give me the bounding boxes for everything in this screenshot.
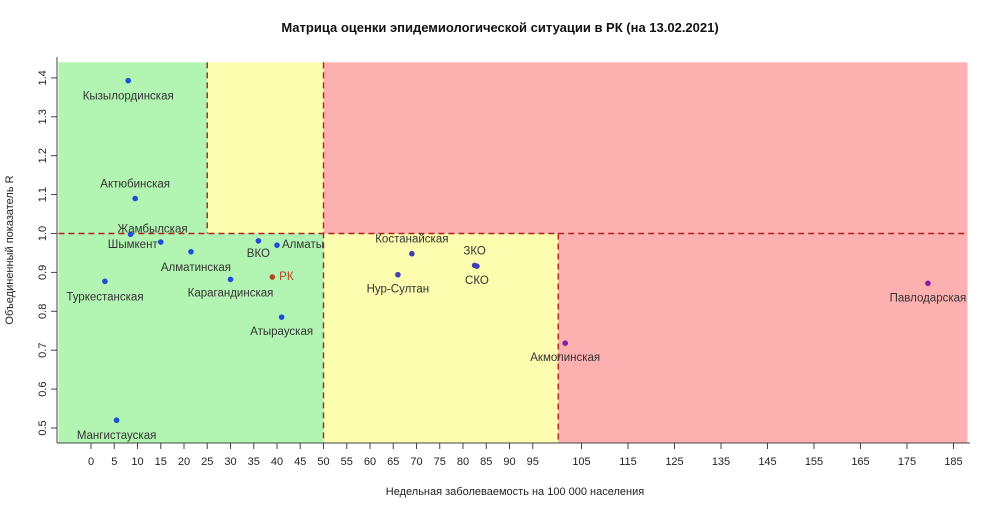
y-axis-label-text: Объединенный показатель R (4, 175, 16, 325)
y-tick-label: 0.6 (37, 381, 49, 396)
y-tick-label: 0.9 (37, 265, 49, 280)
point-marker (562, 340, 569, 346)
points-layer (102, 77, 931, 424)
y-tick-label: 1.3 (37, 109, 49, 124)
axes-layer: 0 5 10 15 20 25 30 35 40 45 50 55 60 65 70 75 80 85 90 95 10… (37, 57, 970, 468)
point-marker (395, 271, 401, 278)
zone-2 (207, 62, 324, 234)
threshold-layer (58, 62, 968, 443)
y-tick-label: 1.1 (37, 187, 49, 202)
point-label: Алматы (282, 239, 324, 251)
point-label: Актюбинская (100, 178, 170, 190)
x-tick-label: 95 (527, 456, 539, 468)
zone-0 (58, 233, 324, 443)
point-label: Шымкент (108, 239, 159, 251)
x-tick-label: 145 (758, 456, 776, 468)
y-tick-label: 0.7 (37, 343, 49, 358)
point-marker (269, 274, 276, 280)
point-label: Костанайская (375, 234, 448, 246)
point-label: Нур-Султан (367, 284, 430, 296)
x-tick-label: 80 (457, 456, 469, 468)
x-tick-label: 35 (248, 456, 260, 468)
zones-layer (58, 62, 968, 443)
point-marker (125, 77, 131, 84)
point-marker (925, 280, 931, 287)
point-label: ВКО (247, 248, 270, 260)
x-tick-label: 85 (480, 456, 492, 468)
point-label: Кызылординская (83, 91, 174, 103)
x-tick-label: 20 (178, 456, 190, 468)
x-tick-label: 115 (619, 456, 637, 468)
point-label: Алматинская (161, 262, 231, 274)
zone-1 (58, 62, 208, 234)
point-marker (274, 242, 280, 248)
x-tick-label: 75 (434, 456, 446, 468)
point-label: Павлодарская (890, 292, 967, 304)
x-tick-label: 60 (364, 456, 376, 468)
point-label: Атырауская (250, 326, 313, 338)
x-tick-label: 25 (201, 456, 213, 468)
x-tick-label: 125 (665, 456, 683, 468)
x-tick-label: 105 (572, 456, 590, 468)
x-tick-label: 185 (944, 456, 962, 468)
point-marker (113, 417, 120, 424)
y-tick-label: 0.8 (37, 304, 49, 319)
point-marker (157, 239, 164, 245)
chart-title: Матрица оценки эпидемиологической ситуац… (281, 20, 719, 35)
x-tick-label: 50 (317, 456, 329, 468)
x-tick-label: 5 (111, 456, 117, 468)
point-label: СКО (465, 275, 489, 287)
x-tick-label: 0 (88, 456, 94, 468)
point-marker (127, 231, 134, 238)
point-marker (227, 276, 234, 283)
point-marker (188, 248, 194, 255)
x-tick-label: 40 (271, 456, 283, 468)
point-label: РК (279, 271, 294, 283)
x-tick-label: 155 (805, 456, 823, 468)
x-tick-label: 135 (712, 456, 730, 468)
point-marker (409, 250, 415, 257)
y-tick-label: 0.5 (37, 420, 49, 435)
x-tick-label: 15 (155, 456, 167, 468)
x-tick-label: 90 (503, 456, 515, 468)
x-tick-label: 30 (224, 456, 236, 468)
x-tick-label: 10 (131, 456, 143, 468)
x-tick-label: 65 (387, 456, 399, 468)
point-label: Жамбылская (117, 223, 187, 235)
point-marker (278, 314, 285, 320)
y-tick-label: 1.4 (37, 70, 49, 85)
x-tick-label: 55 (341, 456, 353, 468)
zone-4 (323, 62, 968, 234)
point-label: Карагандинская (188, 287, 274, 299)
point-marker (132, 195, 138, 202)
point-marker (102, 278, 108, 285)
point-label: Мангистауская (77, 430, 157, 442)
point-marker (474, 263, 480, 269)
point-label: Акмолинская (530, 352, 600, 364)
point-marker (255, 238, 262, 244)
y-tick-label: 1.0 (37, 226, 49, 241)
point-label: Туркестанская (66, 291, 143, 303)
x-tick-label: 165 (851, 456, 869, 468)
labels-layer: Кызылординская Актюбинская Жамбылская Шымке… (66, 91, 966, 443)
zone-3 (323, 233, 559, 443)
x-tick-label: 175 (898, 456, 916, 468)
y-tick-label: 1.2 (37, 148, 49, 163)
x-axis-label: Недельная заболеваемость на 100 000 насе… (385, 486, 645, 498)
x-tick-label: 45 (294, 456, 306, 468)
x-tick-label: 70 (410, 456, 422, 468)
point-label: ЗКО (463, 245, 486, 257)
zone-5 (558, 233, 968, 443)
